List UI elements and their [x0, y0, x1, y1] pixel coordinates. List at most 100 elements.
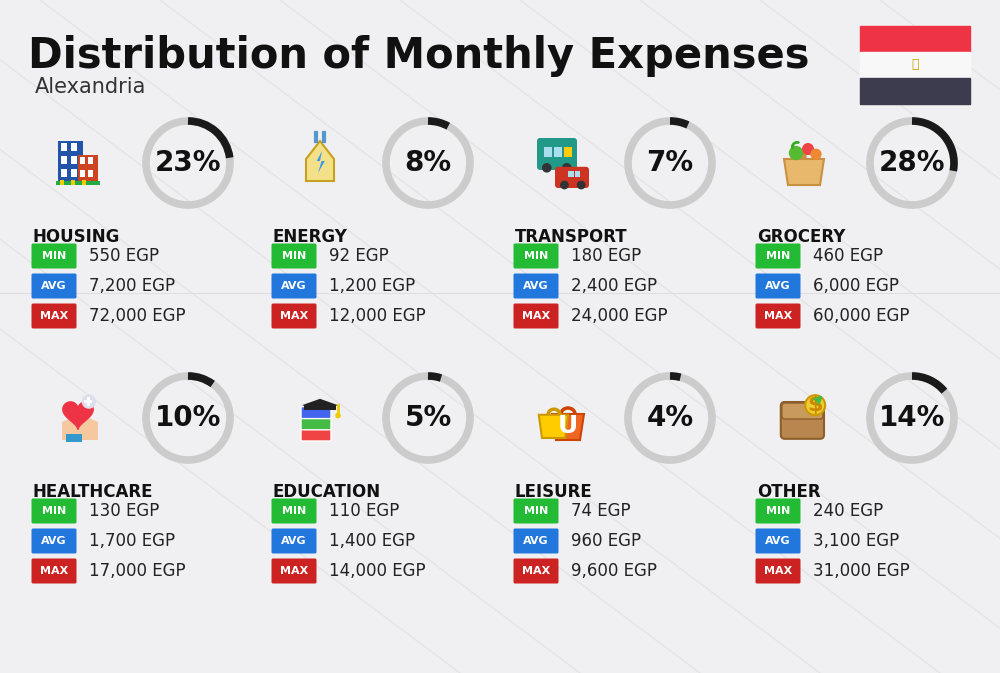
Bar — [61, 143, 67, 151]
FancyBboxPatch shape — [514, 244, 558, 269]
Polygon shape — [552, 414, 584, 440]
FancyBboxPatch shape — [537, 138, 577, 170]
FancyBboxPatch shape — [301, 406, 331, 419]
Text: 74 EGP: 74 EGP — [571, 502, 631, 520]
FancyBboxPatch shape — [782, 403, 823, 419]
Text: 6,000 EGP: 6,000 EGP — [813, 277, 899, 295]
Circle shape — [802, 143, 814, 155]
Text: MAX: MAX — [40, 311, 68, 321]
FancyBboxPatch shape — [272, 244, 316, 269]
Text: U: U — [558, 414, 578, 438]
Text: MAX: MAX — [522, 311, 550, 321]
Text: 10%: 10% — [155, 404, 221, 432]
FancyBboxPatch shape — [514, 499, 558, 524]
Text: EDUCATION: EDUCATION — [273, 483, 381, 501]
FancyBboxPatch shape — [32, 244, 76, 269]
Text: 960 EGP: 960 EGP — [571, 532, 641, 550]
Text: MAX: MAX — [764, 566, 792, 576]
FancyBboxPatch shape — [32, 499, 76, 524]
Text: 2,400 EGP: 2,400 EGP — [571, 277, 657, 295]
Text: LEISURE: LEISURE — [515, 483, 593, 501]
Text: MIN: MIN — [766, 506, 790, 516]
Text: 12,000 EGP: 12,000 EGP — [329, 307, 426, 325]
FancyBboxPatch shape — [514, 559, 558, 583]
Text: 60,000 EGP: 60,000 EGP — [813, 307, 910, 325]
Bar — [87, 397, 90, 406]
Circle shape — [577, 180, 586, 189]
Circle shape — [560, 180, 569, 189]
Text: AVG: AVG — [765, 281, 791, 291]
Bar — [82, 180, 86, 185]
Text: 23%: 23% — [155, 149, 221, 177]
Bar — [84, 400, 92, 403]
FancyBboxPatch shape — [32, 559, 76, 583]
Bar — [60, 180, 64, 185]
FancyBboxPatch shape — [272, 304, 316, 328]
Text: AVG: AVG — [523, 281, 549, 291]
Text: OTHER: OTHER — [757, 483, 821, 501]
Bar — [860, 78, 970, 104]
Bar — [61, 156, 67, 164]
Text: MIN: MIN — [282, 506, 306, 516]
Text: 130 EGP: 130 EGP — [89, 502, 159, 520]
Text: MIN: MIN — [524, 506, 548, 516]
Text: MIN: MIN — [766, 251, 790, 261]
FancyBboxPatch shape — [32, 304, 76, 328]
FancyBboxPatch shape — [781, 402, 824, 439]
Text: 1,200 EGP: 1,200 EGP — [329, 277, 415, 295]
Text: MAX: MAX — [40, 566, 68, 576]
FancyBboxPatch shape — [514, 528, 558, 553]
Text: Distribution of Monthly Expenses: Distribution of Monthly Expenses — [28, 35, 810, 77]
Text: MAX: MAX — [522, 566, 550, 576]
Text: MIN: MIN — [282, 251, 306, 261]
Text: MIN: MIN — [524, 251, 548, 261]
FancyBboxPatch shape — [272, 559, 316, 583]
Text: AVG: AVG — [765, 536, 791, 546]
Polygon shape — [302, 399, 338, 410]
FancyBboxPatch shape — [272, 499, 316, 524]
Bar — [71, 156, 77, 164]
Text: 7,200 EGP: 7,200 EGP — [89, 277, 175, 295]
Polygon shape — [565, 170, 584, 177]
Text: 72,000 EGP: 72,000 EGP — [89, 307, 186, 325]
Text: MAX: MAX — [764, 311, 792, 321]
Text: AVG: AVG — [281, 536, 307, 546]
Text: 5%: 5% — [404, 404, 452, 432]
Circle shape — [789, 146, 803, 160]
Bar — [71, 169, 77, 177]
FancyBboxPatch shape — [756, 559, 800, 583]
Polygon shape — [317, 151, 325, 173]
FancyBboxPatch shape — [272, 528, 316, 553]
Text: 240 EGP: 240 EGP — [813, 502, 883, 520]
Text: 14,000 EGP: 14,000 EGP — [329, 562, 426, 580]
Circle shape — [562, 163, 572, 172]
Bar — [66, 434, 82, 442]
Bar — [860, 26, 970, 52]
Text: 9,600 EGP: 9,600 EGP — [571, 562, 657, 580]
FancyBboxPatch shape — [514, 304, 558, 328]
FancyBboxPatch shape — [301, 418, 331, 430]
Text: $: $ — [807, 395, 823, 415]
Text: MIN: MIN — [42, 506, 66, 516]
Text: AVG: AVG — [523, 536, 549, 546]
Bar — [304, 405, 336, 410]
Text: HOUSING: HOUSING — [33, 228, 120, 246]
Circle shape — [542, 163, 552, 172]
Text: 24,000 EGP: 24,000 EGP — [571, 307, 668, 325]
Bar — [88, 170, 93, 177]
FancyBboxPatch shape — [756, 244, 800, 269]
FancyBboxPatch shape — [32, 528, 76, 553]
Text: 110 EGP: 110 EGP — [329, 502, 399, 520]
Text: 4%: 4% — [646, 404, 694, 432]
FancyBboxPatch shape — [301, 429, 331, 441]
Text: Alexandria: Alexandria — [35, 77, 146, 97]
Text: 🦅: 🦅 — [911, 59, 919, 71]
Text: 7%: 7% — [646, 149, 694, 177]
Text: 180 EGP: 180 EGP — [571, 247, 641, 265]
FancyBboxPatch shape — [756, 499, 800, 524]
Bar — [71, 143, 77, 151]
FancyBboxPatch shape — [756, 304, 800, 328]
Text: 460 EGP: 460 EGP — [813, 247, 883, 265]
FancyBboxPatch shape — [272, 273, 316, 299]
Text: HEALTHCARE: HEALTHCARE — [33, 483, 154, 501]
